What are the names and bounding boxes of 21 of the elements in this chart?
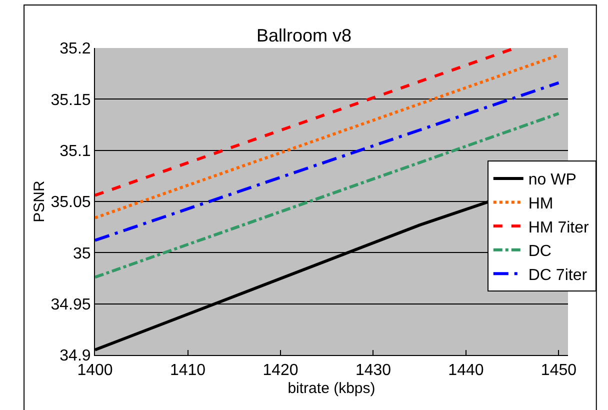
- legend-label: HM: [528, 196, 554, 212]
- y-tick-label: 35.05: [50, 194, 91, 212]
- y-axis-title: PSNR: [31, 180, 48, 222]
- y-tick-label: 35.15: [50, 92, 91, 109]
- x-tick-label: 1400: [77, 362, 113, 380]
- x-tick-label: 1420: [262, 362, 298, 380]
- legend-label: DC: [528, 243, 552, 260]
- legend-label: no WP: [528, 172, 576, 189]
- chart-title: Ballroom v8: [256, 25, 352, 46]
- y-tick-label: 34.95: [50, 296, 91, 314]
- y-tick-label: 35.1: [60, 142, 91, 160]
- x-tick-label: 1410: [170, 362, 206, 380]
- y-tick-label: 35.2: [60, 40, 91, 58]
- legend-label: DC 7iter: [528, 266, 588, 284]
- y-tick-label: 35: [73, 245, 91, 262]
- x-axis-title: bitrate (kbps): [288, 380, 376, 398]
- x-tick-label: 1440: [448, 362, 484, 380]
- y-tick-label: 34.9: [60, 348, 91, 365]
- x-tick-label: 1450: [540, 362, 577, 380]
- legend-label: HM 7iter: [528, 219, 590, 236]
- x-tick-label: 1430: [355, 362, 392, 380]
